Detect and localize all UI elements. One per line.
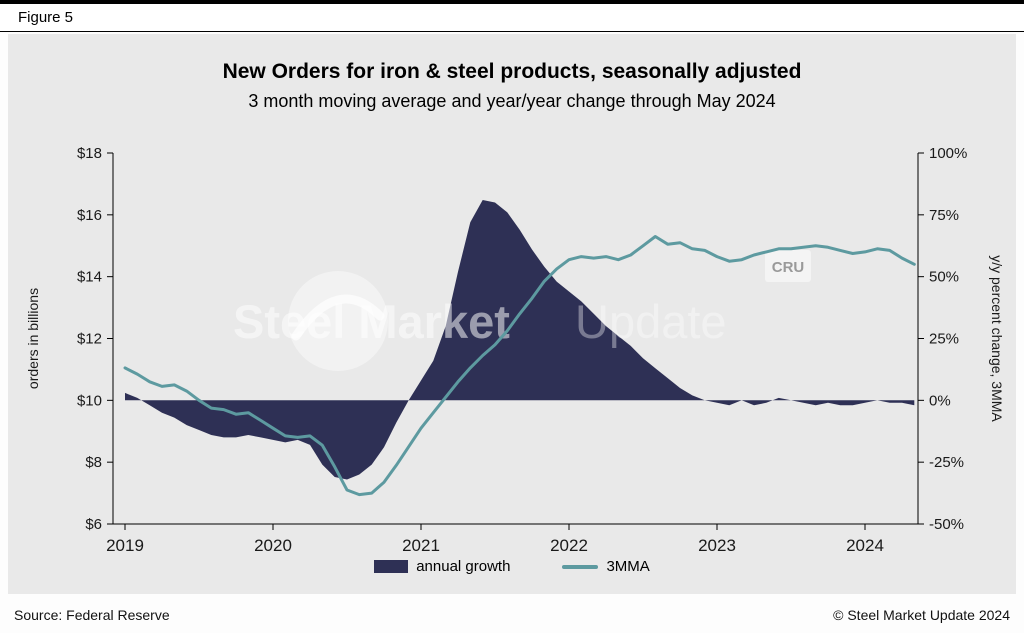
watermark-cru-box: [765, 250, 811, 282]
legend-item-3mma: 3MMA: [562, 558, 650, 575]
left-axis-tick-label: $14: [77, 269, 102, 286]
copyright: © Steel Market Update 2024: [833, 607, 1010, 623]
legend-label-annual-growth: annual growth: [416, 558, 511, 575]
annual-growth-area: [125, 200, 915, 480]
x-axis-year-label: 2023: [698, 536, 736, 555]
x-axis-year-label: 2021: [402, 536, 440, 555]
source-note: Source: Federal Reserve: [14, 607, 170, 623]
right-axis-title: y/y percent change, 3MMA: [989, 255, 1005, 422]
x-axis-year-label: 2019: [106, 536, 144, 555]
right-axis-tick-label: 0%: [929, 392, 951, 409]
left-axis-tick-label: $18: [77, 145, 102, 162]
left-axis-tick-label: $6: [85, 516, 102, 533]
legend: annual growth 3MMA: [8, 558, 1016, 575]
right-axis-tick-label: -25%: [929, 454, 964, 471]
watermark-text-light: Update: [575, 295, 727, 348]
left-axis-tick-label: $10: [77, 392, 102, 409]
x-axis-year-label: 2024: [846, 536, 884, 555]
x-axis-year-label: 2022: [550, 536, 588, 555]
annual-growth-swatch: [374, 560, 409, 573]
chart: Steel Market Update CRU $6 $8 $10 $12 $14 $16 $18…: [25, 145, 1005, 555]
left-axis-title: orders in billions: [25, 288, 41, 389]
left-axis-tick-label: $16: [77, 207, 102, 224]
watermark-text-bold: Steel Market: [233, 295, 510, 348]
watermark-cru-text: CRU: [772, 259, 805, 276]
chart-panel: New Orders for iron & steel products, se…: [8, 34, 1016, 594]
figure-label: Figure 5: [18, 9, 74, 26]
legend-label-3mma: 3MMA: [606, 558, 650, 575]
left-axis-tick-label: $8: [85, 454, 102, 471]
figure-header: Figure 5: [0, 0, 1024, 32]
legend-item-annual-growth: annual growth: [374, 558, 510, 575]
watermark-logo-swoosh: [291, 294, 385, 341]
chart-title: New Orders for iron & steel products, se…: [222, 60, 802, 83]
right-axis-tick-label: 75%: [929, 207, 959, 224]
right-axis-tick-label: 25%: [929, 331, 959, 348]
x-axis-year-label: 2020: [254, 536, 292, 555]
3mma-line: [123, 235, 916, 497]
left-axis-tick-label: $12: [77, 331, 102, 348]
watermark-logo-circle: [288, 271, 388, 371]
right-axis-tick-label: 100%: [929, 145, 967, 162]
chart-subtitle: 3 month moving average and year/year cha…: [248, 91, 776, 111]
footer: Source: Federal Reserve © Steel Market U…: [0, 594, 1024, 623]
3mma-swatch: [562, 564, 599, 569]
right-axis-tick-label: -50%: [929, 516, 964, 533]
right-axis-tick-label: 50%: [929, 269, 959, 286]
